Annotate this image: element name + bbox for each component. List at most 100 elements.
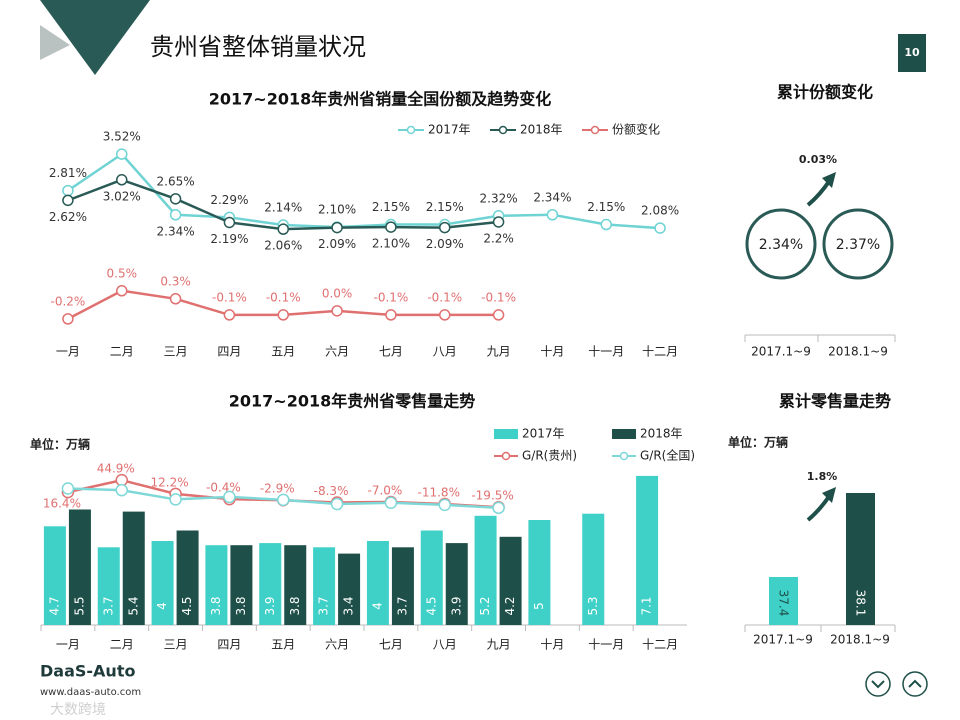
point — [62, 194, 74, 207]
legend-label: G/R(贵州) — [522, 449, 577, 463]
data-label: 0.5% — [107, 266, 138, 280]
bar-label: 7.1 — [640, 596, 654, 615]
share-circle — [745, 208, 817, 280]
bar-label: 4 — [155, 602, 169, 610]
point — [277, 309, 289, 321]
x-tick-label: 六月 — [325, 638, 349, 652]
data-label: 2.09% — [426, 237, 464, 251]
legend-label: 份额变化 — [612, 122, 660, 137]
nav-up[interactable] — [902, 671, 928, 697]
arrow — [806, 178, 832, 207]
point — [492, 216, 505, 228]
bar — [769, 577, 798, 625]
legend-swatch — [494, 429, 518, 439]
bar — [445, 543, 468, 625]
bar-label: 3.9 — [263, 596, 277, 615]
point — [115, 483, 128, 497]
series-line — [67, 152, 661, 230]
data-label: -0.1% — [212, 290, 247, 304]
bar — [205, 545, 228, 625]
watermark: 大数跨境 — [50, 702, 106, 718]
chart-title: 2017~2018年贵州省零售量走势 — [229, 392, 475, 411]
x-tick-label: 四月 — [217, 638, 241, 652]
x-tick-label: 五月 — [271, 638, 295, 652]
logo: DaaS-Auto — [40, 662, 135, 681]
x-tick-label: 二月 — [110, 345, 134, 359]
legend-label: 2017年 — [428, 123, 471, 137]
x-tick-label: 一月 — [56, 638, 80, 652]
bar-label: 5.4 — [126, 596, 140, 615]
bar — [176, 530, 199, 625]
arrow-head — [822, 487, 836, 503]
point — [223, 490, 236, 504]
bar — [420, 530, 443, 625]
data-label: -7.0% — [368, 483, 403, 497]
point — [116, 148, 128, 160]
data-label: 2.2% — [483, 231, 514, 245]
data-label: -0.4% — [206, 481, 241, 495]
x-tick-label: 十一月 — [588, 345, 624, 359]
x-tick-label: 八月 — [433, 345, 457, 359]
point — [116, 285, 128, 297]
bar-label: 5.5 — [72, 596, 86, 615]
x-tick-label: 七月 — [379, 638, 403, 652]
x-tick-label: 二月 — [110, 638, 134, 652]
x-tick-label: 三月 — [164, 638, 188, 652]
bar — [97, 547, 120, 625]
data-label: 2.65% — [157, 174, 195, 188]
data-label: 16.4% — [43, 497, 81, 511]
bar — [43, 526, 66, 625]
data-label: 3.02% — [103, 189, 141, 203]
decor — [40, 25, 70, 60]
x-tick-label: 七月 — [379, 345, 403, 359]
bar-label: 3.7 — [317, 596, 331, 615]
arrow-head — [822, 172, 836, 188]
decor — [40, 0, 150, 75]
bar — [528, 520, 551, 625]
data-label: 2.08% — [641, 204, 679, 218]
data-label: 2.19% — [210, 232, 248, 246]
bar-label: 3.8 — [288, 596, 302, 615]
data-label: 2.10% — [318, 203, 356, 217]
chart-title: 累计份额变化 — [777, 83, 873, 102]
point — [169, 193, 182, 205]
x-tick-label: 十二月 — [642, 345, 678, 359]
point — [439, 309, 451, 321]
data-label: -11.8% — [418, 485, 460, 499]
unit-label: 单位：万辆 — [30, 437, 90, 452]
point — [600, 218, 612, 231]
point — [438, 498, 451, 512]
point — [277, 223, 289, 235]
data-label: 2.81% — [49, 166, 87, 180]
point — [546, 209, 559, 221]
x-tick-label: 十月 — [540, 345, 564, 359]
point — [62, 184, 74, 197]
point — [116, 174, 128, 186]
bar — [391, 547, 414, 625]
point — [169, 293, 182, 305]
point — [277, 493, 290, 507]
bar — [636, 475, 659, 625]
bar-label: 4.2 — [503, 596, 517, 615]
data-label: 12.2% — [151, 475, 189, 489]
x-tick-label: 九月 — [487, 345, 511, 359]
bar — [366, 541, 389, 625]
point — [330, 497, 344, 511]
bar-label: 38.1 — [854, 590, 868, 617]
bar-label: 3.7 — [101, 596, 115, 615]
x-tick-label: 十一月 — [588, 638, 624, 652]
data-label: -0.1% — [374, 290, 409, 304]
data-label: 2.29% — [210, 193, 248, 207]
nav-down[interactable] — [865, 671, 891, 697]
data-label: 2.06% — [264, 239, 302, 253]
data-label: 44.9% — [97, 462, 135, 476]
point — [492, 501, 505, 515]
bar — [474, 515, 497, 625]
point — [384, 496, 398, 510]
data-label: 2.10% — [372, 237, 410, 251]
point — [331, 221, 343, 234]
x-tick-label: 八月 — [433, 638, 457, 652]
bar-label: 3.8 — [234, 596, 248, 615]
x-tick-label: 2018.1~9 — [828, 345, 888, 359]
